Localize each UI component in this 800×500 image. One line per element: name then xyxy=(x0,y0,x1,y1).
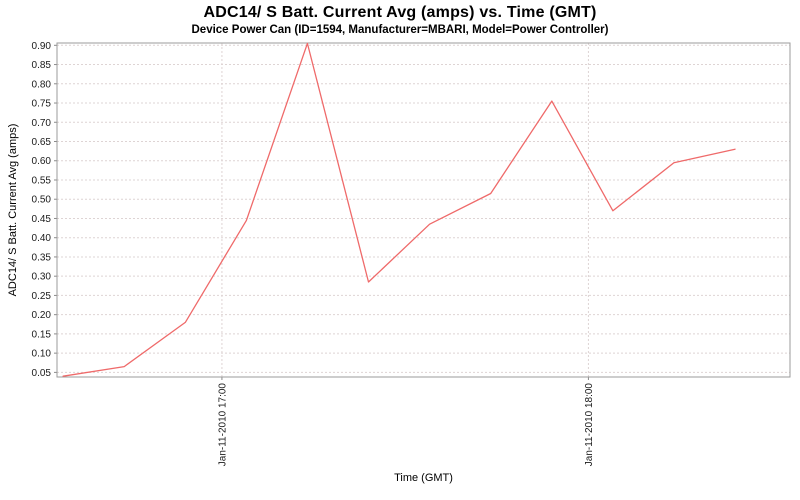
y-tick-label: 0.60 xyxy=(32,156,52,167)
x-tick-label: Jan-11-2010 17:00 xyxy=(217,383,228,467)
y-axis-label: ADC14/ S Batt. Current Avg (amps) xyxy=(7,123,19,297)
y-tick-label: 0.35 xyxy=(32,252,52,263)
y-tick-label: 0.75 xyxy=(32,99,52,110)
plot-background xyxy=(57,43,790,377)
x-axis-label: Time (GMT) xyxy=(394,472,453,484)
y-tick-label: 0.50 xyxy=(32,195,52,206)
y-tick-label: 0.70 xyxy=(32,118,52,129)
plot-border xyxy=(56,42,791,378)
y-tick-label: 0.10 xyxy=(32,349,52,360)
y-tick-label: 0.45 xyxy=(32,214,52,225)
y-tick-label: 0.65 xyxy=(32,137,52,148)
y-tick-label: 0.20 xyxy=(32,310,52,321)
y-tick-label: 0.05 xyxy=(32,368,52,379)
y-tick-label: 0.80 xyxy=(32,79,52,90)
tick-labels: 0.05 0.10 0.15 0.20 0.25 0.30 0.35 0.40 0.45 0.50… xyxy=(32,41,595,466)
x-tick-label: Jan-11-2010 18:00 xyxy=(584,383,595,467)
series-line xyxy=(62,42,736,377)
chart-title: ADC14/ S Batt. Current Avg (amps) vs. Ti… xyxy=(203,4,597,21)
y-tick-label: 0.30 xyxy=(32,272,52,283)
y-tick-label: 0.15 xyxy=(32,329,52,340)
y-tick-label: 0.90 xyxy=(32,41,52,52)
y-tick-label: 0.40 xyxy=(32,233,52,244)
chart-subtitle: Device Power Can (ID=1594, Manufacturer=… xyxy=(191,24,609,36)
y-tick-label: 0.55 xyxy=(32,175,52,186)
y-tick-label: 0.85 xyxy=(32,60,52,71)
y-tick-label: 0.25 xyxy=(32,291,52,302)
